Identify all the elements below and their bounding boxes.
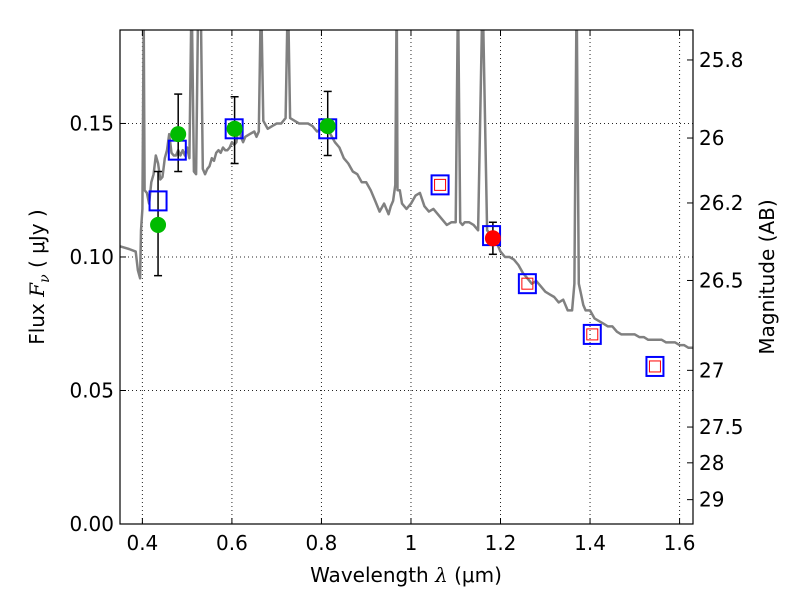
x-axis-label: Wavelength λ (μm): [310, 563, 502, 587]
observed-point: [226, 120, 243, 137]
y-tick-label: 0.00: [69, 512, 114, 536]
y2-tick-label: 25.8: [699, 48, 744, 72]
model-photometry-square: [148, 190, 168, 212]
model-photometry-square: [582, 323, 602, 345]
observed-point: [170, 126, 187, 143]
y-tick-label: 0.10: [69, 245, 114, 269]
upper-limit-square: [434, 178, 447, 191]
plot-frame: [119, 29, 694, 525]
y2-tick-label: 29: [699, 488, 724, 512]
sed-model-line: [120, 30, 693, 350]
y-tick-label: 0.05: [69, 378, 114, 402]
upper-limit-square: [648, 360, 661, 373]
model-photometry-square: [517, 273, 537, 295]
upper-limit-square: [586, 328, 599, 341]
upper-limit-square: [521, 277, 534, 290]
y-tick-label: 0.15: [69, 111, 114, 135]
model-photometry-square: [645, 355, 665, 377]
y2-tick-label: 28: [699, 451, 724, 475]
plot-background: [120, 30, 693, 524]
x-tick-label: 1.2: [485, 531, 517, 555]
x-tick-label: 0.4: [126, 531, 158, 555]
x-tick-label: 1.4: [574, 531, 606, 555]
y2-tick-label: 26.5: [699, 268, 744, 292]
y2-tick-label: 26: [699, 126, 724, 150]
y2-tick-label: 27.5: [699, 415, 744, 439]
observed-point: [484, 230, 501, 247]
x-tick-label: 0.8: [306, 531, 338, 555]
y2-axis-label: Magnitude (AB): [755, 199, 779, 354]
x-tick-label: 1: [405, 531, 418, 555]
ticks: 0.4 0.6 0.8 1 1.2 1.4 1.6 0.00 0.05 0.10 0.15 25.8 2…: [69, 30, 744, 555]
x-tick-label: 1.6: [664, 531, 696, 555]
y2-tick-label: 26.2: [699, 191, 744, 215]
y-axis-label: Flux Fν ( μJy ): [25, 209, 53, 345]
observed-point: [150, 216, 167, 233]
y2-tick-label: 27: [699, 358, 724, 382]
sed-line-layer: [120, 30, 693, 350]
model-photometry-square: [430, 174, 450, 196]
observed-point: [319, 118, 336, 135]
marker-layer: [148, 118, 665, 377]
x-tick-label: 0.6: [216, 531, 248, 555]
model-photometry-square: [224, 118, 244, 140]
